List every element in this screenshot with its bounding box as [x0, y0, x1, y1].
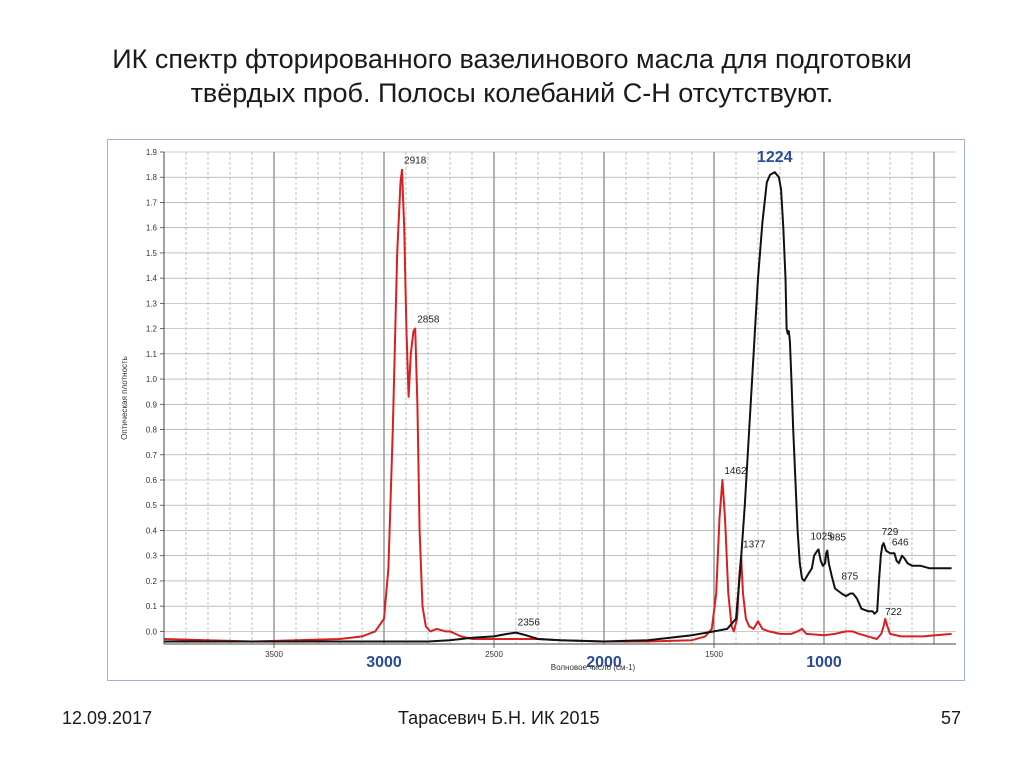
y-axis-label: Оптическая плотность [120, 356, 129, 440]
slide-title: ИК спектр фторированного вазелинового ма… [40, 42, 984, 110]
y-tick-label: 0.0 [146, 627, 158, 636]
x-tick-label: 3500 [265, 650, 283, 659]
peak-label: 875 [842, 572, 859, 583]
ir-spectrum-chart: 0.0 0.1 0.2 0.3 0.4 0.5 0.6 0.7 0.8 0.9 1.0 1.1 1.2 1… [120, 148, 956, 672]
x-big-label: 3000 [366, 654, 402, 671]
y-tick-label: 0.6 [146, 476, 158, 485]
peak-label: 1462 [724, 466, 747, 477]
peak-label: 2858 [417, 315, 440, 326]
x-tick-label: 2500 [485, 650, 503, 659]
y-axis-ticks: 0.0 0.1 0.2 0.3 0.4 0.5 0.6 0.7 0.8 0.9 1.0 1.1 1.2 1… [146, 148, 164, 636]
peak-label: 2356 [518, 617, 541, 628]
x-axis-ticks: 3500 2500 1500 3000 2000 1000 [265, 644, 842, 671]
grid [164, 151, 956, 644]
y-tick-label: 0.2 [146, 577, 158, 586]
peak-label: 985 [829, 533, 846, 544]
y-tick-label: 0.9 [146, 400, 158, 409]
series-line-red [163, 168, 952, 643]
y-tick-label: 1.1 [146, 350, 158, 359]
footer-date: 12.09.2017 [62, 708, 153, 728]
x-big-label: 1000 [806, 654, 842, 671]
slide-title-line-1: ИК спектр фторированного вазелинового ма… [112, 44, 912, 74]
y-tick-label: 0.3 [146, 552, 158, 561]
peak-label: 646 [892, 538, 909, 549]
x-axis-label: Волновое число (см-1) [551, 663, 636, 672]
y-tick-label: 1.5 [146, 249, 158, 258]
footer-page-number: 57 [941, 708, 962, 728]
peak-label: 2918 [404, 156, 427, 167]
x-big-label: 2000 [586, 654, 622, 671]
y-tick-label: 1.0 [146, 375, 158, 384]
y-tick-label: 1.8 [146, 173, 158, 182]
peak-label: 722 [885, 607, 902, 618]
peak-label: 1025 [811, 531, 834, 542]
peak-label: 1377 [743, 540, 766, 551]
y-tick-label: 0.1 [146, 602, 158, 611]
peak-label: 1224 [757, 149, 793, 166]
y-tick-label: 0.5 [146, 501, 158, 510]
peak-label: 729 [882, 527, 899, 538]
y-tick-label: 1.3 [146, 299, 158, 308]
y-tick-label: 0.7 [146, 451, 158, 460]
x-tick-label: 1500 [705, 650, 723, 659]
footer-author: Тарасевич Б.Н. ИК 2015 [398, 708, 600, 728]
y-tick-label: 1.9 [146, 148, 158, 157]
y-tick-label: 0.8 [146, 426, 158, 435]
y-tick-label: 1.7 [146, 198, 158, 207]
y-tick-label: 1.6 [146, 224, 158, 233]
y-tick-label: 1.2 [146, 325, 158, 334]
spectrum-series [163, 168, 952, 643]
y-tick-label: 0.4 [146, 526, 158, 535]
series-line-black [164, 171, 952, 643]
slide-title-line-2: твёрдых проб. Полосы колебаний С-Н отсут… [190, 78, 834, 108]
y-tick-label: 1.4 [146, 274, 158, 283]
